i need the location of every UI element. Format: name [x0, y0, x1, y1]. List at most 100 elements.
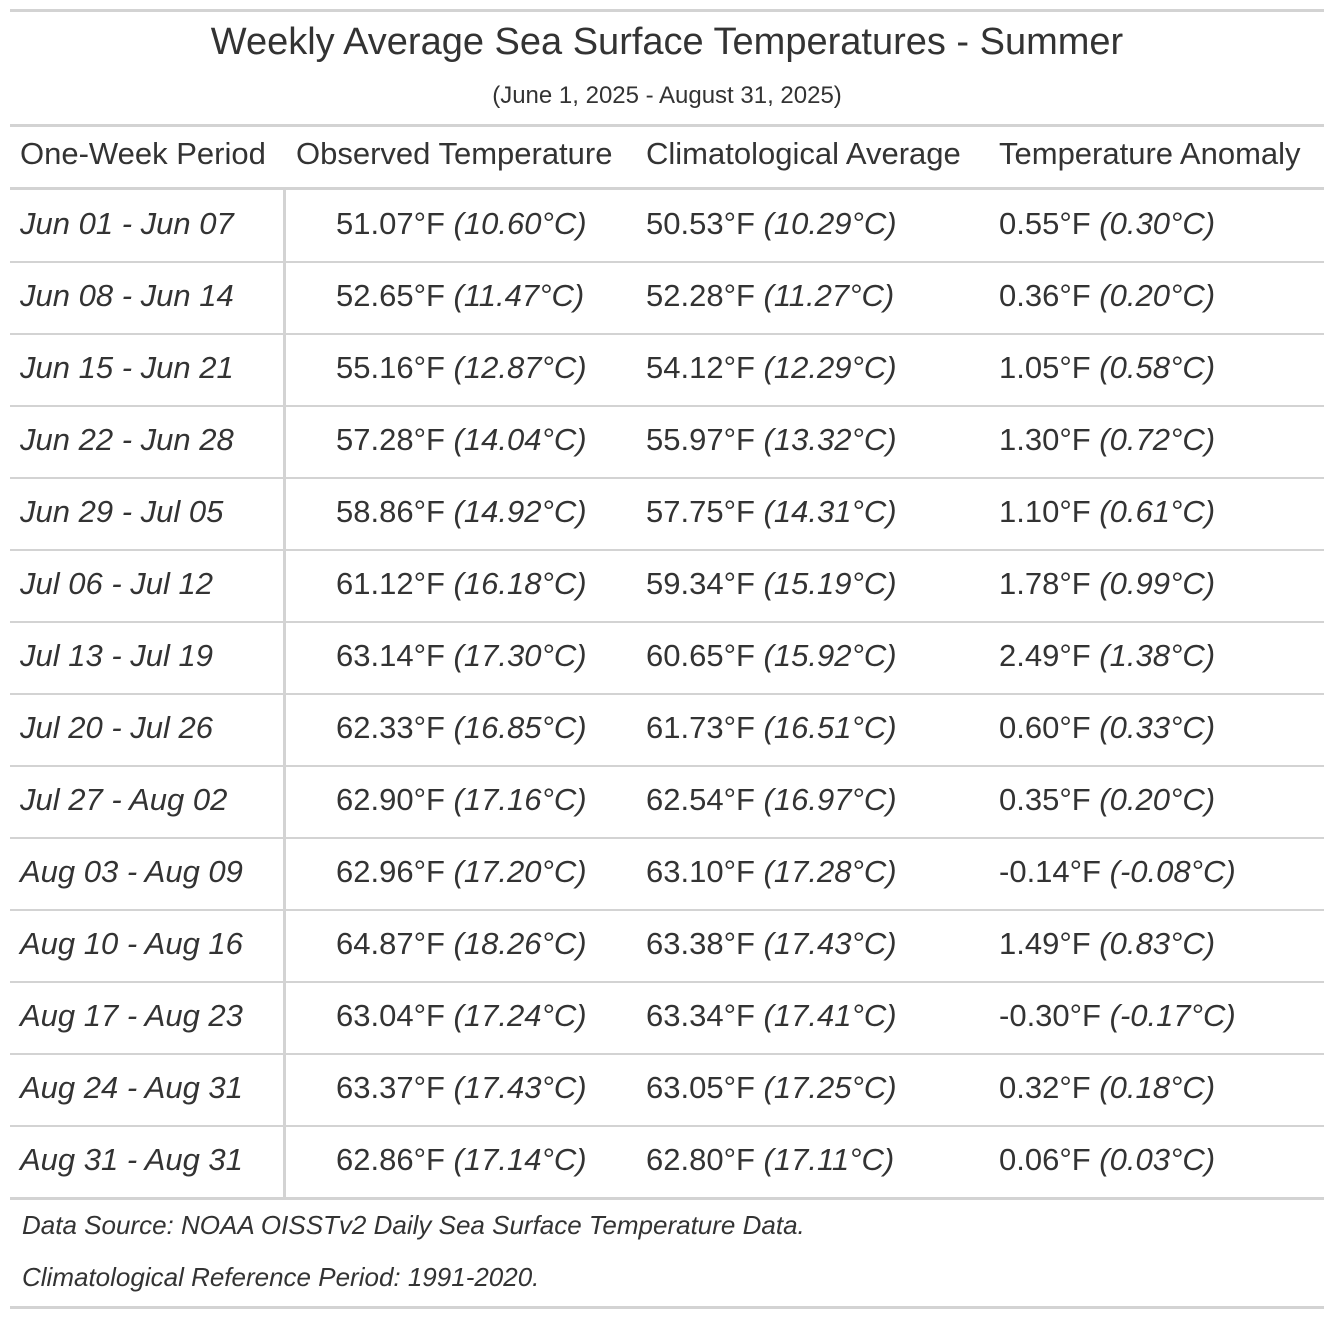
- fahrenheit: 54.12°F: [646, 350, 755, 385]
- period-cell: Jun 22 - Jun 28: [20, 422, 234, 457]
- celsius: (17.41°C): [763, 998, 897, 1033]
- title: Weekly Average Sea Surface Temperatures …: [210, 21, 1124, 63]
- fahrenheit: 62.33°F: [336, 710, 445, 745]
- celsius: (0.58°C): [1099, 350, 1216, 385]
- fahrenheit: 1.10°F: [999, 494, 1091, 529]
- value-cell: 0.35°F (0.20°C): [999, 784, 1215, 815]
- celsius: (17.43°C): [453, 1070, 587, 1105]
- value-cell: 64.87°F (18.26°C): [336, 928, 587, 959]
- period-cell: Jul 13 - Jul 19: [20, 638, 213, 673]
- period-cell: Aug 31 - Aug 31: [20, 1142, 243, 1177]
- value-cell: 63.34°F (17.41°C): [646, 1000, 897, 1031]
- value-cell: 1.30°F (0.72°C): [999, 424, 1215, 455]
- row-rule: [10, 333, 1324, 335]
- value-cell: 0.60°F (0.33°C): [999, 712, 1215, 743]
- row-rule: [10, 1125, 1324, 1127]
- celsius: (17.25°C): [763, 1070, 897, 1105]
- celsius: (10.60°C): [453, 206, 587, 241]
- value-cell: 62.54°F (16.97°C): [646, 784, 897, 815]
- fahrenheit: 63.05°F: [646, 1070, 755, 1105]
- fahrenheit: 0.36°F: [999, 278, 1091, 313]
- value-cell: 62.90°F (17.16°C): [336, 784, 587, 815]
- fahrenheit: 63.38°F: [646, 926, 755, 961]
- celsius: (17.28°C): [763, 854, 897, 889]
- value-cell: 0.36°F (0.20°C): [999, 280, 1215, 311]
- footnote: Data Source: NOAA OISSTv2 Daily Sea Surf…: [22, 1210, 805, 1240]
- value-cell: 62.96°F (17.20°C): [336, 856, 587, 887]
- value-cell: 55.16°F (12.87°C): [336, 352, 587, 383]
- value-cell: 63.38°F (17.43°C): [646, 928, 897, 959]
- fahrenheit: 62.86°F: [336, 1142, 445, 1177]
- value-cell: 63.37°F (17.43°C): [336, 1072, 587, 1103]
- fahrenheit: 61.12°F: [336, 566, 445, 601]
- fahrenheit: 1.78°F: [999, 566, 1091, 601]
- celsius: (0.72°C): [1099, 422, 1216, 457]
- fahrenheit: 62.90°F: [336, 782, 445, 817]
- fahrenheit: 63.34°F: [646, 998, 755, 1033]
- fahrenheit: -0.14°F: [999, 854, 1101, 889]
- fahrenheit: 64.87°F: [336, 926, 445, 961]
- fahrenheit: 55.97°F: [646, 422, 755, 457]
- subtitle: (June 1, 2025 - August 31, 2025): [492, 82, 842, 109]
- fahrenheit: 59.34°F: [646, 566, 755, 601]
- fahrenheit: 61.73°F: [646, 710, 755, 745]
- period-cell: Aug 10 - Aug 16: [20, 926, 243, 961]
- fahrenheit: 1.49°F: [999, 926, 1091, 961]
- row-rule: [10, 261, 1324, 263]
- row-rule: [10, 1053, 1324, 1055]
- value-cell: 63.04°F (17.24°C): [336, 1000, 587, 1031]
- celsius: (16.51°C): [763, 710, 897, 745]
- value-cell: 57.28°F (14.04°C): [336, 424, 587, 455]
- celsius: (1.38°C): [1099, 638, 1216, 673]
- celsius: (17.30°C): [453, 638, 587, 673]
- value-cell: 0.55°F (0.30°C): [999, 208, 1215, 239]
- celsius: (16.97°C): [763, 782, 897, 817]
- fahrenheit: 52.65°F: [336, 278, 445, 313]
- celsius: (16.85°C): [453, 710, 587, 745]
- fahrenheit: 63.04°F: [336, 998, 445, 1033]
- period-cell: Aug 17 - Aug 23: [20, 998, 243, 1033]
- celsius: (12.29°C): [763, 350, 897, 385]
- fahrenheit: 55.16°F: [336, 350, 445, 385]
- celsius: (10.29°C): [763, 206, 897, 241]
- celsius: (14.92°C): [453, 494, 587, 529]
- celsius: (0.33°C): [1099, 710, 1216, 745]
- fahrenheit: 63.14°F: [336, 638, 445, 673]
- celsius: (15.92°C): [763, 638, 897, 673]
- period-cell: Jun 29 - Jul 05: [20, 494, 224, 529]
- fahrenheit: 62.54°F: [646, 782, 755, 817]
- celsius: (12.87°C): [453, 350, 587, 385]
- value-cell: -0.14°F (-0.08°C): [999, 856, 1236, 887]
- value-cell: 62.86°F (17.14°C): [336, 1144, 587, 1175]
- value-cell: 63.10°F (17.28°C): [646, 856, 897, 887]
- fahrenheit: 0.06°F: [999, 1142, 1091, 1177]
- celsius: (0.20°C): [1099, 782, 1216, 817]
- row-rule: [10, 405, 1324, 407]
- row-rule: [10, 477, 1324, 479]
- value-cell: 62.80°F (17.11°C): [646, 1144, 894, 1175]
- body-bottom-rule: [10, 1197, 1324, 1200]
- value-cell: 0.06°F (0.03°C): [999, 1144, 1215, 1175]
- value-cell: 2.49°F (1.38°C): [999, 640, 1215, 671]
- column-header-rule: [10, 187, 1324, 190]
- value-cell: 54.12°F (12.29°C): [646, 352, 897, 383]
- value-cell: 62.33°F (16.85°C): [336, 712, 587, 743]
- fahrenheit: 0.60°F: [999, 710, 1091, 745]
- row-rule: [10, 765, 1324, 767]
- fahrenheit: 51.07°F: [336, 206, 445, 241]
- value-cell: 60.65°F (15.92°C): [646, 640, 897, 671]
- value-cell: -0.30°F (-0.17°C): [999, 1000, 1236, 1031]
- value-cell: 52.28°F (11.27°C): [646, 280, 894, 311]
- celsius: (-0.08°C): [1109, 854, 1236, 889]
- celsius: (0.30°C): [1099, 206, 1216, 241]
- celsius: (-0.17°C): [1109, 998, 1236, 1033]
- period-cell: Jul 06 - Jul 12: [20, 566, 213, 601]
- value-cell: 61.73°F (16.51°C): [646, 712, 897, 743]
- row-rule: [10, 981, 1324, 983]
- row-rule: [10, 549, 1324, 551]
- column-header: Climatological Average: [646, 136, 961, 171]
- value-cell: 61.12°F (16.18°C): [336, 568, 587, 599]
- row-rule: [10, 621, 1324, 623]
- value-cell: 1.10°F (0.61°C): [999, 496, 1215, 527]
